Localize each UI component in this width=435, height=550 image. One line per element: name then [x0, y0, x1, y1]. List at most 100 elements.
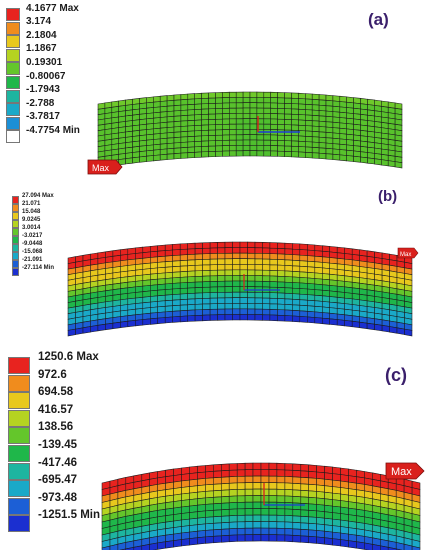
legend-swatch	[8, 462, 30, 480]
legend-row: 1.1867	[6, 43, 57, 62]
legend-swatch	[12, 220, 19, 228]
legend-swatch	[12, 268, 19, 276]
legend-row: -2.788	[6, 98, 54, 117]
legend-value: -21.091	[22, 257, 43, 263]
legend-value: -695.47	[38, 474, 78, 487]
legend-row: 0.19301	[6, 57, 62, 76]
max-flag	[87, 159, 123, 175]
legend-row: -27.114 Min	[12, 265, 55, 276]
legend-value: 3.0014	[22, 225, 41, 231]
legend-row: -1.7943	[6, 84, 60, 103]
legend-value: 21.071	[22, 201, 41, 207]
panel-label-b: (b)	[378, 188, 398, 205]
legend-row: -3.0217	[12, 233, 43, 244]
max-label: Max	[92, 163, 110, 173]
legend-swatch	[12, 244, 19, 252]
legend-swatch	[12, 196, 19, 204]
legend-swatch	[6, 76, 20, 89]
legend-value: 694.58	[38, 386, 74, 399]
legend-value: 4.1677 Max	[26, 2, 79, 14]
legend-value: -417.46	[38, 456, 78, 469]
legend-row: -4.7754 Min	[6, 125, 80, 144]
max-label: Max	[400, 252, 411, 258]
max-label: Max	[391, 466, 412, 478]
legend-value: 15.048	[22, 209, 41, 215]
legend-row: -695.47	[8, 474, 77, 498]
legend-row: -1251.5 Min	[8, 509, 100, 533]
legend-value: -4.7754 Min	[26, 124, 80, 136]
mesh-cells	[67, 241, 413, 337]
legend-value: 972.6	[38, 368, 67, 381]
legend-value: 2.1804	[26, 29, 57, 41]
legend-value: -27.114 Min	[22, 265, 55, 271]
legend-swatch	[6, 130, 20, 144]
legend-row: 27.094 Max	[12, 193, 54, 204]
legend-value: 0.19301	[26, 56, 63, 68]
legend-row: 15.048	[12, 209, 41, 220]
legend-row: 138.56	[8, 421, 73, 445]
legend-row: 4.1677 Max	[6, 3, 79, 21]
legend-swatch	[8, 480, 30, 498]
legend-value: 27.094 Max	[22, 193, 54, 199]
beam-mesh-c: Max	[101, 462, 425, 550]
panel-label-c: (c)	[385, 365, 407, 385]
beam-mesh-a: Max	[87, 91, 403, 175]
legend-swatch	[6, 8, 20, 21]
legend-swatch	[8, 357, 30, 374]
panel-a: 4.1677 Max 3.174 2.1804 1.1867 0.19301 -0.800…	[0, 0, 435, 180]
legend-value: -1251.5 Min	[38, 509, 100, 522]
mesh-cells	[101, 462, 421, 550]
legend-swatch	[6, 116, 20, 130]
legend-value: 9.0245	[22, 217, 41, 223]
legend-value: 416.57	[38, 403, 74, 416]
legend-swatch	[8, 445, 30, 462]
legend-row: -417.46	[8, 457, 77, 480]
legend-value: 1250.6 Max	[38, 351, 99, 363]
legend-row: 3.174	[6, 16, 51, 35]
legend-swatch	[12, 228, 19, 236]
legend-swatch	[12, 204, 19, 212]
legend-swatch	[8, 497, 30, 515]
legend-swatch	[12, 236, 19, 244]
legend-row: -15.068	[12, 249, 43, 260]
legend-swatch	[12, 260, 19, 268]
legend-value: 1.1867	[26, 43, 57, 55]
legend-row: 972.6	[8, 369, 67, 392]
legend-value: -3.0217	[22, 233, 43, 239]
legend-value: -15.068	[22, 249, 43, 255]
legend-value: 138.56	[38, 421, 74, 434]
legend-value: -0.80067	[26, 70, 66, 82]
legend-row: 2.1804	[6, 30, 57, 49]
legend-row: -3.7817	[6, 111, 60, 130]
legend-swatch	[6, 21, 20, 35]
panel-label-a: (a)	[368, 10, 389, 29]
max-marker-b: Max	[397, 247, 419, 259]
max-flag	[397, 247, 419, 259]
legend-row: -0.80067	[6, 71, 65, 89]
legend-row: -139.45	[8, 439, 77, 462]
legend-row: -9.0448	[12, 241, 43, 252]
legend-row: 1250.6 Max	[8, 351, 99, 374]
legend-value: -9.0448	[22, 241, 43, 247]
legend-row: 416.57	[8, 404, 73, 427]
legend-swatch	[8, 392, 30, 410]
legend-row: -21.091	[12, 257, 43, 268]
legend-swatch	[6, 62, 20, 76]
legend-row: 694.58	[8, 386, 73, 410]
legend-swatch	[6, 48, 20, 62]
legend-swatch	[6, 103, 20, 117]
legend-value: -973.48	[38, 491, 78, 504]
max-marker-c: Max	[385, 462, 425, 480]
legend-row: 21.071	[12, 201, 41, 212]
mesh-cells	[97, 91, 403, 169]
panel-c: 1250.6 Max 972.6 694.58 416.57 138.56 -139.45…	[0, 345, 435, 550]
legend-swatch	[12, 212, 19, 220]
legend-swatch	[8, 374, 30, 392]
max-flag	[385, 462, 425, 480]
legend-row: 9.0245	[12, 217, 41, 228]
max-marker-a: Max	[87, 159, 123, 175]
legend-value: 3.174	[26, 16, 52, 28]
legend-swatch	[8, 427, 30, 445]
panel-b: 27.094 Max 21.071 15.048 9.0245 3.0014 -3.021…	[0, 180, 435, 345]
legend-value: -3.7817	[26, 111, 60, 123]
